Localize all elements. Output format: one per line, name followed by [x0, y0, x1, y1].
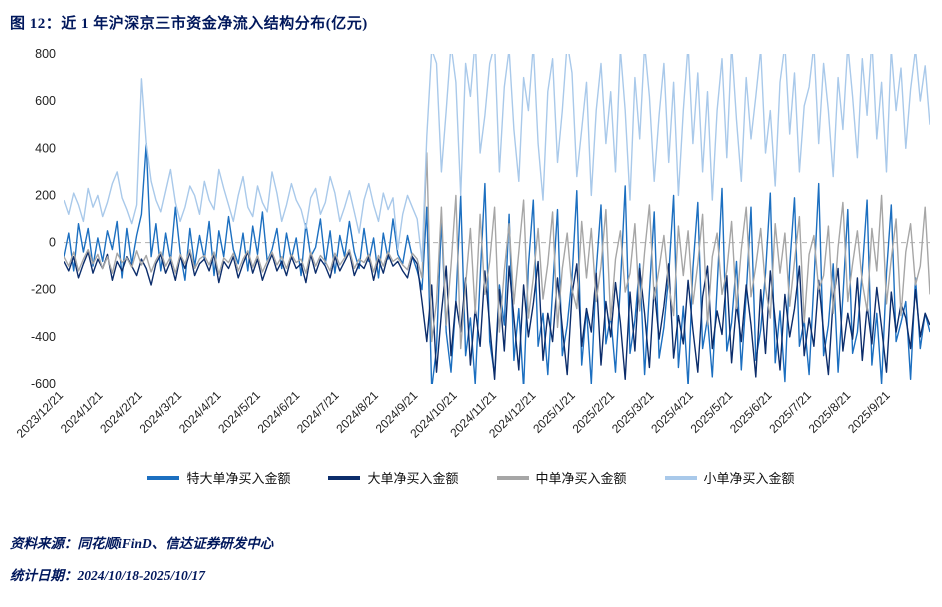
- date-note: 统计日期：2024/10/18-2025/10/17: [10, 568, 205, 584]
- legend-swatch: [328, 475, 361, 480]
- legend-swatch: [664, 475, 697, 480]
- svg-text:800: 800: [35, 47, 56, 61]
- legend-item: 特大单净买入金额: [147, 468, 290, 487]
- svg-text:-600: -600: [31, 377, 56, 391]
- legend-item: 小单净买入金额: [664, 468, 795, 487]
- legend-item: 大单净买入金额: [328, 468, 459, 487]
- chart-area: 800 600 400 200 0 -200 -400 -600 2023/12/21 2024/…: [0, 40, 942, 470]
- legend-label: 小单净买入金额: [703, 471, 795, 486]
- legend-label: 大单净买入金额: [367, 471, 459, 486]
- source-note: 资料来源：同花顺iFinD、信达证券研发中心: [10, 536, 274, 551]
- svg-text:2023/12/21: 2023/12/21: [14, 388, 67, 441]
- legend-swatch: [147, 475, 180, 480]
- figure-title: 图 12：近 1 年沪深京三市资金净流入结构分布(亿元): [10, 16, 368, 32]
- chart-footer: 资料来源：同花顺iFinD、信达证券研发中心 统计日期：2024/10/18-2…: [10, 528, 273, 593]
- svg-text:200: 200: [35, 188, 56, 202]
- svg-text:-400: -400: [31, 330, 56, 344]
- svg-text:400: 400: [35, 141, 56, 155]
- svg-text:600: 600: [35, 94, 56, 108]
- line-chart: 8006004002000-200-400-6002023/12/212024/…: [14, 47, 930, 441]
- svg-text:-200: -200: [31, 283, 56, 297]
- legend-item: 中单净买入金额: [496, 468, 627, 487]
- chart-legend: 特大单净买入金额 大单净买入金额 中单净买入金额 小单净买入金额: [0, 468, 942, 487]
- svg-text:2025/9/21: 2025/9/21: [845, 388, 893, 436]
- legend-label: 中单净买入金额: [535, 471, 627, 486]
- svg-text:0: 0: [49, 236, 56, 250]
- legend-label: 特大单净买入金额: [186, 471, 291, 486]
- legend-swatch: [496, 475, 529, 480]
